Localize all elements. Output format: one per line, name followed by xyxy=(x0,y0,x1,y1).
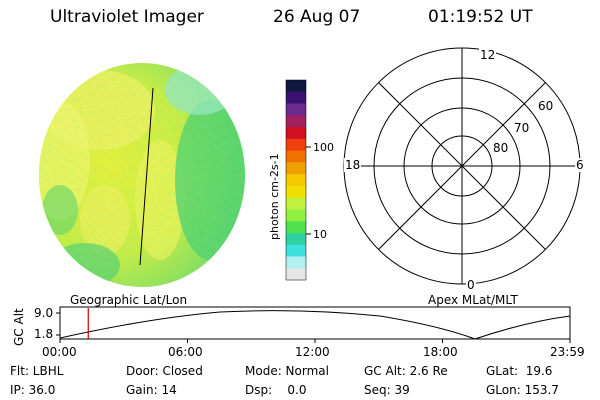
y-tick-1-8: 1.8 xyxy=(34,327,54,341)
status-dsp: Dsp: 0.0 xyxy=(245,383,307,397)
polar-label-0: 0 xyxy=(466,278,476,292)
x-tick-0600: 06:00 xyxy=(168,345,203,359)
colorbar-band xyxy=(286,127,306,140)
instrument-title: Ultraviolet Imager xyxy=(50,7,204,27)
colorbar-band xyxy=(286,115,306,128)
status-glon: GLon: 153.7 xyxy=(486,383,559,397)
status-gc-alt: GC Alt: 2.6 Re xyxy=(364,364,448,378)
polar-ring-80: 80 xyxy=(492,141,510,155)
y-tick-9: 9.0 xyxy=(34,306,54,320)
polar-label-18: 18 xyxy=(344,158,362,172)
colorbar-band xyxy=(286,221,306,234)
colorbar-band xyxy=(286,232,306,246)
x-tick-1800: 18:00 xyxy=(423,345,458,359)
colorbar-band xyxy=(286,162,306,175)
colorbar-tick-10: 10 xyxy=(313,228,327,241)
x-tick-0000: 00:00 xyxy=(42,345,77,359)
colorbar-band xyxy=(286,91,306,105)
polar-label-12: 12 xyxy=(479,48,497,62)
colorbar-band xyxy=(286,256,306,269)
x-tick-1200: 12:00 xyxy=(295,345,330,359)
colorbar-band xyxy=(286,150,306,163)
colorbar-band xyxy=(286,80,306,93)
colorbar-band xyxy=(286,103,306,116)
colorbar-band xyxy=(286,185,306,199)
status-door: Door: Closed xyxy=(126,364,203,378)
colorbar-band xyxy=(286,138,306,152)
colorbar-band xyxy=(286,268,306,281)
status-gain: Gain: 14 xyxy=(126,383,177,397)
status-flt: Flt: LBHL xyxy=(10,364,64,378)
geographic-label: Geographic Lat/Lon xyxy=(70,293,188,307)
colorbar-band xyxy=(286,174,306,187)
time-label: 01:19:52 UT xyxy=(428,7,533,27)
colorbar-band xyxy=(286,209,306,222)
polar-ring-60: 60 xyxy=(537,99,555,113)
polar-label-6: 6 xyxy=(575,158,585,172)
x-tick-2359: 23:59 xyxy=(550,345,585,359)
status-seq: Seq: 39 xyxy=(364,383,410,397)
status-mode: Mode: Normal xyxy=(245,364,329,378)
status-ip: IP: 36.0 xyxy=(10,383,56,397)
status-glat: GLat: 19.6 xyxy=(486,364,553,378)
colorbar-band xyxy=(286,244,306,257)
polar-ring-70: 70 xyxy=(513,121,531,135)
apex-label: Apex MLat/MLT xyxy=(428,293,518,307)
colorbar-band xyxy=(286,197,306,210)
date-label: 26 Aug 07 xyxy=(273,7,361,27)
colorbar-tick-100: 100 xyxy=(313,141,334,154)
meridian-line xyxy=(139,87,154,266)
